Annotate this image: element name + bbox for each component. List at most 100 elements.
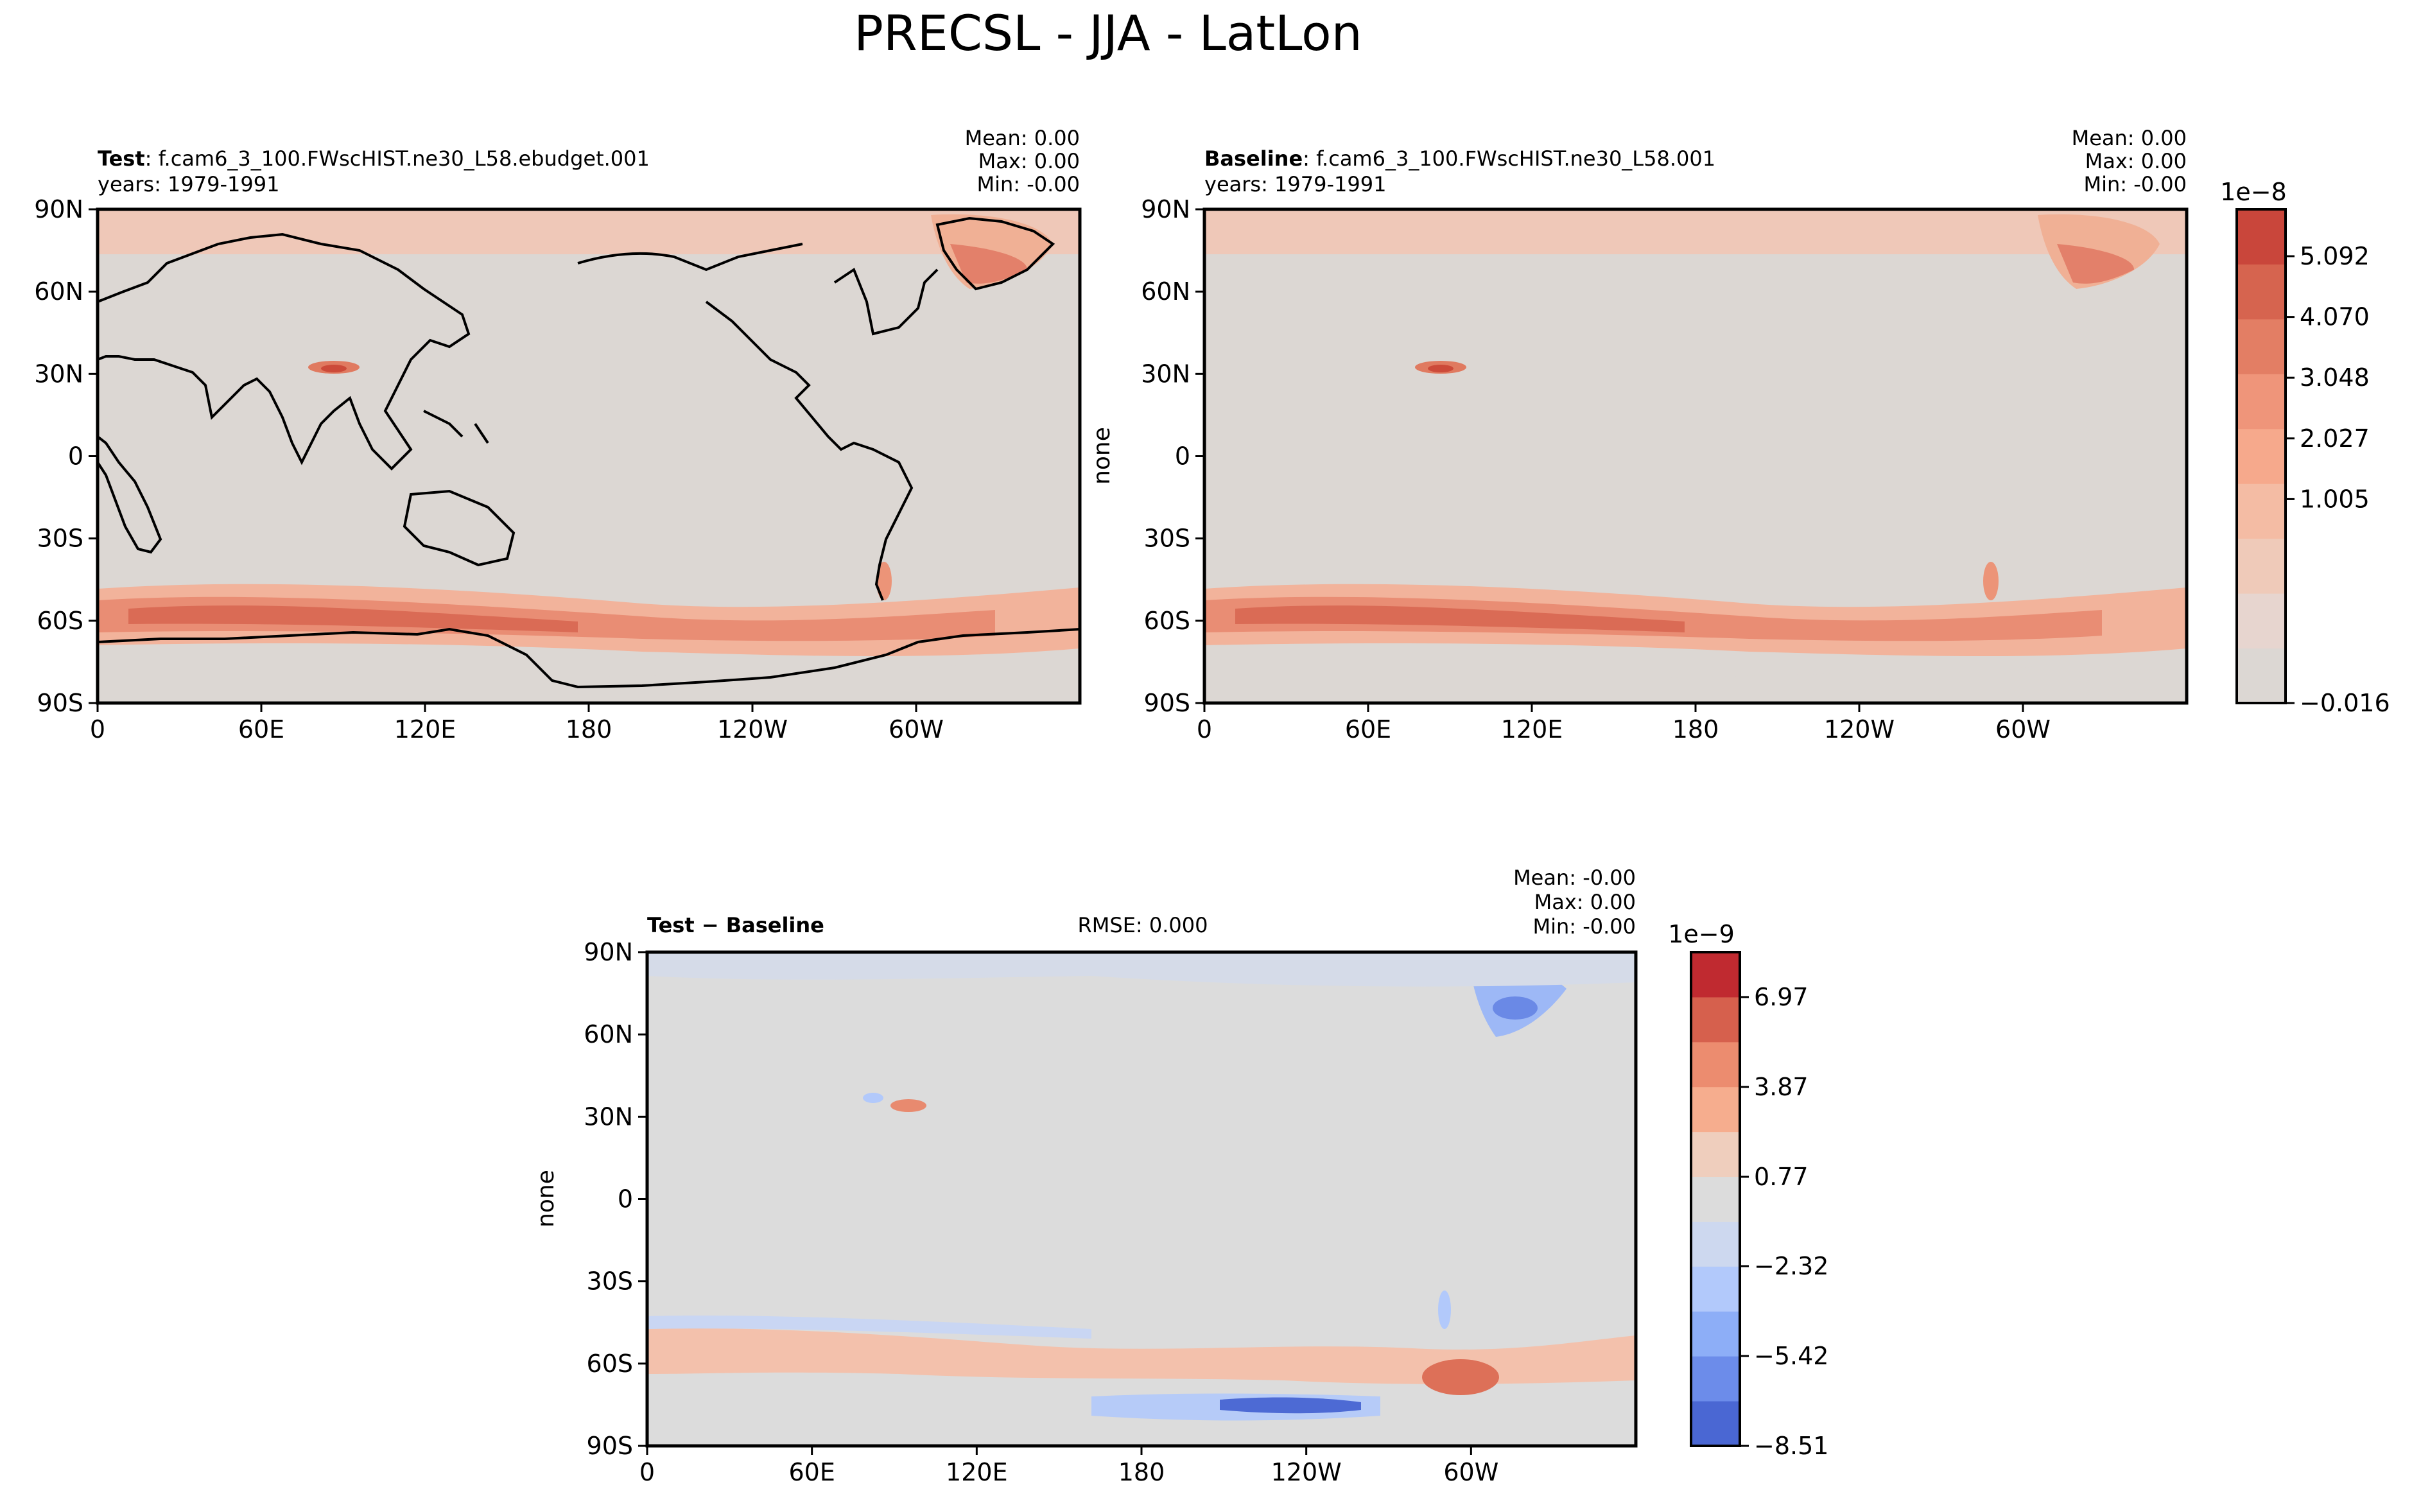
- baseline-label-case: : f.cam6_3_100.FWscHIST.ne30_L58.001: [1303, 146, 1715, 171]
- diff-ytick-label: 0: [618, 1185, 633, 1213]
- test-americas-coast: [705, 300, 914, 601]
- diff-patagonia-cool: [1438, 1290, 1451, 1329]
- colorbar-2-level: [1691, 1311, 1740, 1357]
- baseline-label-bold: Baseline: [1204, 146, 1303, 171]
- colorbar-2-tick-label: −5.42: [1754, 1342, 1828, 1370]
- colorbar-1-level: [2237, 648, 2286, 704]
- diff-ytick-label: 30S: [587, 1267, 633, 1296]
- diff-antarctic-cool-core: [1220, 1397, 1361, 1414]
- test-greenland-coast: [935, 216, 1055, 291]
- baseline-ytick-label: 30S: [1144, 525, 1190, 553]
- colorbar-2-tick-label: −2.32: [1754, 1252, 1828, 1280]
- colorbar-1-tick-label: 3.048: [2300, 363, 2370, 392]
- test-stat-min: Min: -0.00: [976, 172, 1080, 196]
- diff-ytick-label: 90N: [584, 938, 633, 966]
- baseline-southern-band-core: [1235, 605, 1685, 632]
- baseline-xtick-label: 120W: [1824, 715, 1895, 743]
- diff-stat-max: Max: 0.00: [1534, 890, 1636, 914]
- colorbar-1-level: [2237, 483, 2286, 539]
- test-alaska-coast: [577, 243, 803, 272]
- diff-tibet-cool: [863, 1093, 883, 1103]
- diff-peninsula-warm: [1422, 1359, 1499, 1395]
- colorbar-1-level: [2237, 318, 2286, 374]
- colorbar-1-frame: [2235, 208, 2287, 704]
- diff-xtick-label: 60E: [788, 1458, 835, 1486]
- diff-xtick-label: 180: [1118, 1458, 1165, 1486]
- panel-difference: Test − Baseline RMSE: 0.000 Mean: -0.00 …: [533, 865, 1828, 1486]
- baseline-stat-mean: Mean: 0.00: [2072, 126, 2187, 150]
- diff-map-field: [647, 952, 1636, 1446]
- figure-title: PRECSL - JJA - LatLon: [854, 4, 1362, 62]
- baseline-xtick-label: 60E: [1345, 715, 1391, 743]
- colorbar-2-tick-label: −8.51: [1754, 1432, 1828, 1460]
- baseline-map-field: [1204, 209, 2187, 703]
- diff-arctic-cool: [647, 953, 1636, 987]
- test-southern-band-core: [128, 605, 578, 632]
- test-greenland-core: [950, 244, 1027, 284]
- colorbar-2-level: [1691, 1176, 1740, 1222]
- baseline-xtick-label: 60W: [1995, 715, 2051, 743]
- colorbar-2-tick-label: 3.87: [1754, 1073, 1809, 1101]
- colorbar-2-level: [1691, 1401, 1740, 1447]
- colorbar-1-tick-label: 1.005: [2300, 485, 2370, 513]
- diff-xtick-label: 120E: [946, 1458, 1008, 1486]
- colorbar-1-level: [2237, 209, 2286, 265]
- colorbar-1-exponent: 1e−8: [2220, 178, 2287, 206]
- test-map-field: [98, 209, 1080, 703]
- baseline-arctic-band: [1204, 209, 2187, 254]
- diff-ytick-label: 30N: [584, 1102, 633, 1131]
- baseline-years: years: 1979-1991: [1204, 172, 1386, 196]
- baseline-greenland-core: [2057, 244, 2134, 284]
- svg-text:Baseline: f.cam6_3_100.FWscHIS: Baseline: f.cam6_3_100.FWscHIST.ne30_L58…: [1204, 146, 1715, 171]
- test-ytick-label: 60N: [34, 277, 83, 306]
- diff-rmse: RMSE: 0.000: [1078, 913, 1208, 937]
- test-africa-coast: [98, 435, 162, 554]
- test-label-case: : f.cam6_3_100.FWscHIST.ne30_L58.ebudget…: [145, 146, 650, 171]
- test-xtick-label: 0: [90, 715, 105, 743]
- diff-stat-mean: Mean: -0.00: [1513, 865, 1636, 890]
- diff-xtick-label: 120W: [1271, 1458, 1342, 1486]
- baseline-ytick-label: 90N: [1141, 195, 1190, 223]
- colorbar-1-level: [2237, 264, 2286, 320]
- diff-axis-ticks: 0 60E 120E 180 120W 60W 90N 60N 30N 0 30S 60S 90S: [584, 938, 1498, 1486]
- baseline-ytick-label: 60N: [1141, 277, 1190, 306]
- colorbar-1-level: [2237, 593, 2286, 649]
- colorbar-1-level: [2237, 428, 2286, 484]
- test-xtick-label: 120W: [717, 715, 788, 743]
- colorbar-2-level: [1691, 952, 1740, 998]
- diff-xtick-label: 0: [639, 1458, 655, 1486]
- test-indonesia-2: [474, 422, 489, 444]
- baseline-xtick-label: 180: [1672, 715, 1719, 743]
- test-ytick-label: 30S: [37, 525, 83, 553]
- colorbar-1-level: [2237, 374, 2286, 430]
- diff-xtick-label: 60W: [1443, 1458, 1498, 1486]
- baseline-ytick-label: 30N: [1141, 360, 1190, 388]
- test-coastlines: [98, 216, 1080, 689]
- test-antarctica-coast: [98, 627, 1080, 689]
- test-years: years: 1979-1991: [98, 172, 279, 196]
- baseline-ylabel: none: [1089, 427, 1115, 485]
- colorbar-2: 6.97 3.87 0.77 −2.32 −5.42 −8.51: [1690, 951, 1828, 1460]
- colorbar-2-level: [1691, 1221, 1740, 1267]
- panel-baseline: Baseline: f.cam6_3_100.FWscHIST.ne30_L58…: [1089, 126, 2390, 743]
- test-arctic-band: [98, 209, 1080, 254]
- colorbar-2-level: [1691, 1131, 1740, 1177]
- colorbar-2-tick-label: 6.97: [1754, 983, 1809, 1011]
- baseline-stat-min: Min: -0.00: [2083, 172, 2187, 196]
- test-axis-ticks: 0 60E 120E 180 120W 60W 90N 60N 30N 0 30S 60S 90S: [34, 195, 944, 743]
- baseline-tibet-core: [1428, 365, 1453, 372]
- baseline-stat-max: Max: 0.00: [2085, 149, 2187, 173]
- test-eurasia-coast: [98, 232, 471, 471]
- colorbar-2-tick-label: 0.77: [1754, 1163, 1809, 1191]
- colorbar-2-level: [1691, 1266, 1740, 1312]
- baseline-axis-ticks: 0 60E 120E 180 120W 60W 90N 60N 30N 0 30S 60S 90S: [1141, 195, 2051, 743]
- diff-tibet-warm: [890, 1099, 926, 1112]
- diff-ytick-label: 90S: [587, 1432, 633, 1460]
- test-indonesia-1: [423, 410, 464, 438]
- colorbar-2-level: [1691, 996, 1740, 1043]
- test-xtick-label: 180: [566, 715, 612, 743]
- diff-label: Test − Baseline: [647, 913, 824, 937]
- test-ytick-label: 60S: [37, 607, 83, 635]
- colorbar-1-tick-label: −0.016: [2300, 689, 2390, 717]
- test-ytick-label: 90N: [34, 195, 83, 223]
